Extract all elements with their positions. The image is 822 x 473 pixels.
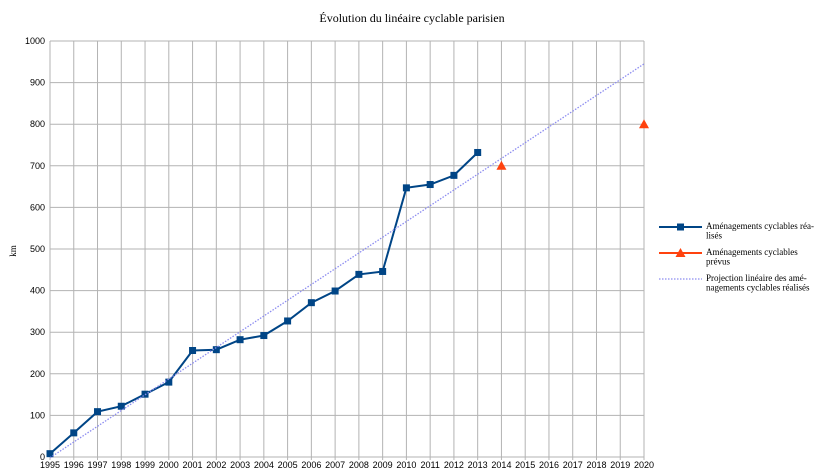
data-point: [117, 402, 125, 410]
data-point: [474, 148, 482, 156]
data-point: [236, 336, 244, 344]
legend: Aménagements cyclables réa-lisésAménagem…: [659, 221, 814, 293]
x-tick-label: 2020: [634, 460, 654, 470]
x-tick-label: 2006: [301, 460, 321, 470]
x-tick-label: 2013: [468, 460, 488, 470]
x-tick-label: 2014: [491, 460, 511, 470]
data-point: [402, 184, 410, 192]
x-tick-label: 1995: [40, 460, 60, 470]
legend-label: nagements cyclables réalisés: [706, 283, 810, 293]
series-line: [49, 63, 645, 459]
data-point: [94, 408, 102, 416]
data-point: [496, 160, 507, 170]
y-tick-label: 600: [30, 202, 45, 212]
x-tick-label: 2003: [230, 460, 250, 470]
data-point: [379, 267, 387, 275]
data-point: [426, 181, 434, 189]
y-tick-label: 100: [30, 410, 45, 420]
data-point: [189, 347, 197, 355]
x-tick-label: 2001: [183, 460, 203, 470]
y-tick-label: 500: [30, 244, 45, 254]
x-tick-label: 2019: [610, 460, 630, 470]
series: [46, 63, 649, 459]
y-tick-label: 1000: [25, 36, 45, 46]
data-point: [639, 119, 649, 129]
y-tick-label: 800: [30, 119, 45, 129]
legend-label: Projection linéaire des amé-: [706, 273, 807, 283]
x-tick-label: 1997: [88, 460, 108, 470]
y-tick-label: 400: [30, 286, 45, 296]
data-point: [355, 270, 363, 278]
legend-swatch-marker: [677, 223, 684, 231]
data-point: [212, 346, 220, 354]
x-tick-label: 2007: [325, 460, 345, 470]
legend-item: Projection linéaire des amé-nagements cy…: [659, 273, 810, 293]
x-tick-label: 2008: [349, 460, 369, 470]
x-tick-label: 2002: [206, 460, 226, 470]
x-tick-label: 2000: [159, 460, 179, 470]
y-axis-label: km: [8, 245, 18, 257]
x-tick-label: 2012: [444, 460, 464, 470]
grid: [49, 40, 645, 458]
x-tick-label: 2009: [373, 460, 393, 470]
x-tick-label: 1998: [111, 460, 131, 470]
y-tick-label: 0: [40, 452, 45, 462]
data-point: [307, 299, 315, 307]
x-tick-label: 1999: [135, 460, 155, 470]
data-point: [70, 429, 78, 437]
legend-label: Aménagements cyclables: [706, 247, 798, 257]
legend-item: Aménagements cyclables réa-lisés: [659, 221, 814, 241]
x-tick-label: 2017: [563, 460, 583, 470]
y-tick-label: 900: [30, 78, 45, 88]
series-2: [49, 63, 645, 459]
data-point: [450, 171, 458, 179]
legend-label: lisés: [706, 231, 722, 241]
x-tick-label: 2015: [515, 460, 535, 470]
legend-swatch-marker: [675, 248, 686, 257]
y-tick-label: 200: [30, 369, 45, 379]
y-tick-label: 300: [30, 327, 45, 337]
y-tick-label: 700: [30, 161, 45, 171]
legend-label: prévus: [706, 257, 730, 267]
x-tick-label: 2011: [420, 460, 439, 470]
data-point: [284, 317, 292, 325]
data-point: [331, 287, 339, 295]
x-tick-label: 2004: [254, 460, 274, 470]
legend-label: Aménagements cyclables réa-: [706, 221, 814, 231]
x-tick-label: 2010: [396, 460, 416, 470]
data-point: [165, 378, 173, 386]
data-point: [46, 450, 54, 458]
x-tick-label: 2018: [586, 460, 606, 470]
x-tick-label: 1996: [64, 460, 84, 470]
chart-title: Évolution du linéaire cyclable parisien: [319, 11, 504, 25]
x-tick-label: 2005: [278, 460, 298, 470]
series-1: [496, 119, 649, 170]
series-0: [46, 148, 482, 458]
x-tick-label: 2016: [539, 460, 559, 470]
data-point: [260, 332, 268, 340]
axes: 0 100 200 300 400 500 600 700 800 900 1000 1995 1996…: [25, 36, 654, 470]
